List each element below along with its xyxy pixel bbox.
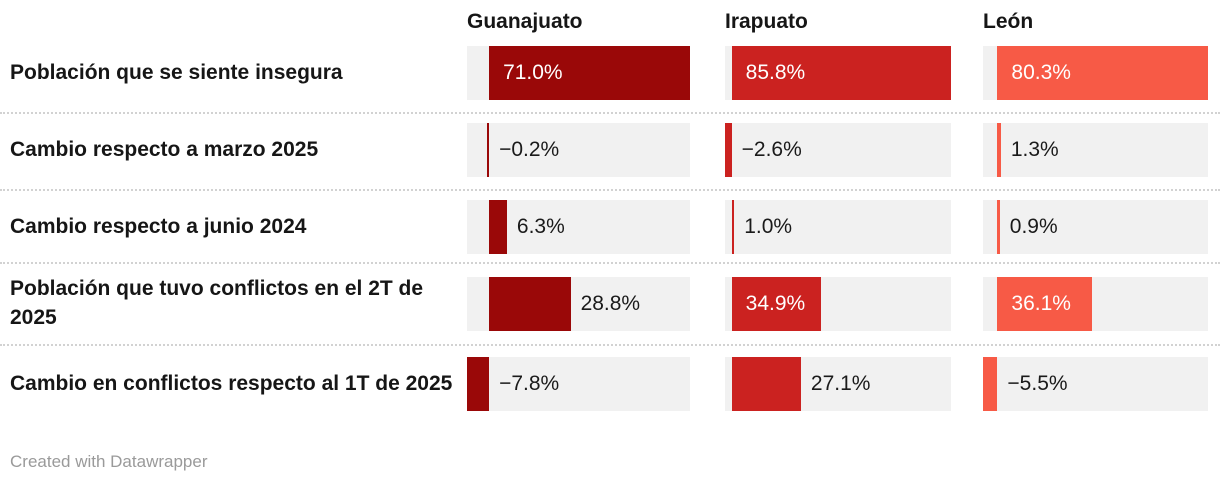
bar-track: 34.9% [725, 277, 951, 331]
row-separator [0, 189, 1220, 191]
row-label: Cambio respecto a junio 2024 [10, 214, 307, 238]
bar-value-label: 0.9% [1009, 215, 1058, 238]
bar[interactable] [997, 200, 1000, 254]
column-header-guanajuato: Guanajuato [467, 10, 583, 33]
table-row: Cambio respecto a junio 2024 6.3% 1.0% 0.9% [0, 200, 1220, 254]
row-separator [0, 112, 1220, 114]
row-separator [0, 262, 1220, 264]
bar[interactable] [731, 357, 801, 411]
column-header-leon: León [983, 10, 1034, 33]
bar[interactable] [489, 46, 690, 100]
row-label: Cambio en conflictos respecto al 1T de 2… [10, 371, 453, 395]
bar-track: −0.2% [467, 123, 690, 177]
datawrapper-credit-link[interactable]: Created with Datawrapper [10, 452, 208, 471]
column-header-irapuato: Irapuato [725, 10, 808, 33]
bar[interactable] [731, 277, 821, 331]
bar-value-label: −2.6% [741, 138, 802, 161]
bar-value-label: 36.1% [1011, 292, 1071, 315]
table-row: Población que se siente insegura 71.0% 85.… [0, 46, 1220, 100]
bar-track: 1.0% [725, 200, 951, 254]
bar-value-label: −0.2% [499, 138, 560, 161]
bar-value-label: −7.8% [499, 372, 560, 395]
bar-track: −5.5% [983, 357, 1208, 411]
bar-track: 0.9% [983, 200, 1208, 254]
bar-value-label: 85.8% [745, 61, 806, 84]
bar-track: 71.0% [467, 46, 690, 100]
bar-value-label: −5.5% [1007, 372, 1068, 395]
bar[interactable] [731, 46, 951, 100]
bar-value-label: 80.3% [1011, 61, 1071, 84]
bar-track: −2.6% [725, 123, 951, 177]
row-label: Población que se siente insegura [10, 60, 343, 84]
bar-value-label: 1.3% [1010, 138, 1059, 161]
bar-value-label: 28.8% [580, 292, 641, 315]
table-row: Población que tuvo conflictos en el 2T d… [0, 277, 1220, 331]
row-label: Cambio respecto a marzo 2025 [10, 137, 319, 161]
row-label: Población que tuvo conflictos en el 2T d… [10, 277, 424, 329]
table-row: Cambio en conflictos respecto al 1T de 2… [0, 357, 1220, 411]
bar[interactable] [983, 357, 998, 411]
bar[interactable] [489, 200, 507, 254]
bar-track: 27.1% [725, 357, 951, 411]
bar-track: 36.1% [983, 277, 1208, 331]
bar[interactable] [725, 123, 732, 177]
bar[interactable] [731, 200, 735, 254]
row-separator [0, 344, 1220, 346]
bar-value-label: 71.0% [503, 61, 563, 84]
bar-track: 85.8% [725, 46, 951, 100]
bar[interactable] [467, 357, 490, 411]
bar-track: −7.8% [467, 357, 690, 411]
bar[interactable] [997, 123, 1001, 177]
bar-track: 1.3% [983, 123, 1208, 177]
bar-value-label: 34.9% [745, 292, 806, 315]
bar[interactable] [997, 46, 1208, 100]
bar[interactable] [997, 277, 1093, 331]
table-row: Cambio respecto a marzo 2025 −0.2% −2.6% 1.… [0, 123, 1220, 177]
bar[interactable] [487, 123, 490, 177]
bar-value-label: 1.0% [744, 215, 793, 238]
bar[interactable] [489, 277, 571, 331]
bar-value-label: 6.3% [516, 215, 565, 238]
bar-track: 28.8% [467, 277, 690, 331]
bar-track: 80.3% [983, 46, 1208, 100]
bar-track: 6.3% [467, 200, 690, 254]
bar-value-label: 27.1% [810, 372, 871, 395]
